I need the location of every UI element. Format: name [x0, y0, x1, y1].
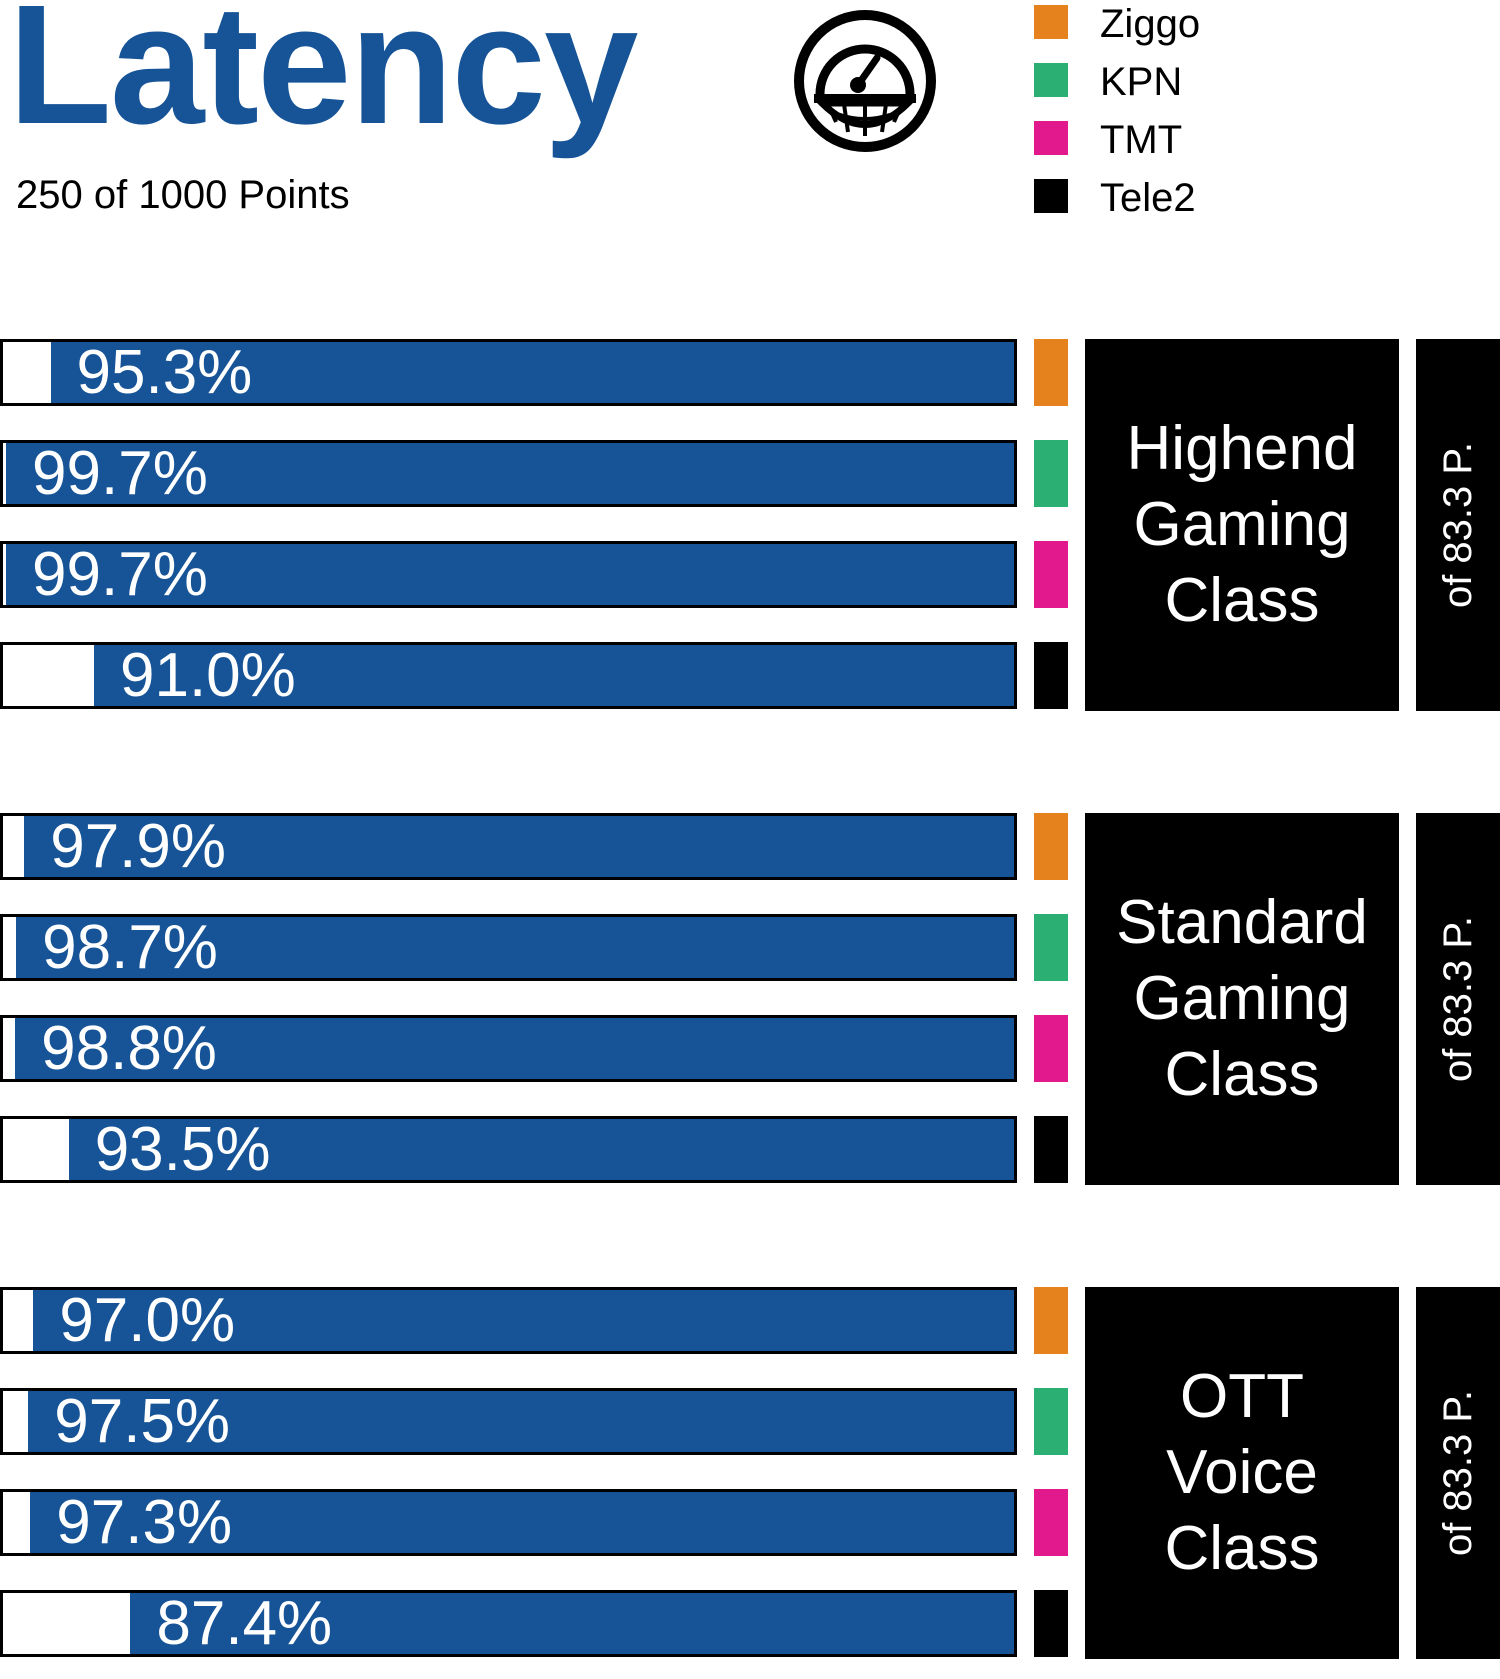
bar: 97.5% [0, 1388, 1017, 1455]
legend-item: KPN [1034, 60, 1334, 104]
class-label-box: OTT Voice Class [1085, 1287, 1399, 1659]
bar: 95.3% [0, 339, 1017, 406]
legend-swatch [1034, 63, 1068, 97]
points-box: of 83.3 P. [1416, 339, 1500, 711]
bar-fill [130, 1593, 1014, 1654]
operator-swatch [1034, 1489, 1068, 1556]
legend-label: TMT [1100, 118, 1183, 162]
operator-swatch [1034, 1015, 1068, 1082]
bar: 87.4% [0, 1590, 1017, 1657]
legend-swatch [1034, 5, 1068, 39]
operator-swatch [1034, 914, 1068, 981]
points-box: of 83.3 P. [1416, 1287, 1500, 1659]
class-label: OTT Voice Class [1164, 1362, 1320, 1583]
operator-swatch [1034, 1590, 1068, 1657]
operator-swatch [1034, 339, 1068, 406]
class-label-box: Standard Gaming Class [1085, 813, 1399, 1185]
legend-swatch [1034, 179, 1068, 213]
points-label: of 83.3 P. [1436, 1389, 1480, 1557]
legend-item: Tele2 [1034, 176, 1334, 220]
bar: 93.5% [0, 1116, 1017, 1183]
operator-swatch [1034, 440, 1068, 507]
bar-value-label: 98.8% [41, 1013, 217, 1083]
bar-value-label: 97.0% [59, 1285, 236, 1355]
bar: 97.9% [0, 813, 1017, 880]
bar: 97.3% [0, 1489, 1017, 1556]
operator-swatch [1034, 1116, 1068, 1183]
points-label: of 83.3 P. [1436, 441, 1480, 609]
operator-swatch [1034, 541, 1068, 608]
points-box: of 83.3 P. [1416, 813, 1500, 1185]
legend-label: Ziggo [1100, 2, 1201, 46]
bar-value-label: 99.7% [32, 539, 208, 609]
bar-fill [30, 1492, 1014, 1553]
points-label: of 83.3 P. [1436, 915, 1480, 1083]
legend-swatch [1034, 121, 1068, 155]
bar-fill [6, 443, 1014, 504]
legend-item: Ziggo [1034, 2, 1334, 46]
bar-fill [16, 917, 1014, 978]
bar-value-label: 93.5% [94, 1114, 271, 1184]
legend-label: Tele2 [1100, 176, 1196, 220]
bar-fill [28, 1391, 1014, 1452]
chart-title: Latency [8, 0, 638, 160]
bar-fill [94, 645, 1014, 706]
bar: 99.7% [0, 541, 1017, 608]
bar-fill [50, 342, 1014, 403]
operator-swatch [1034, 1287, 1068, 1354]
bar-fill [33, 1290, 1014, 1351]
class-label: Standard Gaming Class [1116, 888, 1368, 1109]
bar-fill [15, 1018, 1014, 1079]
bar-value-label: 97.9% [50, 811, 227, 881]
bar-fill [24, 816, 1014, 877]
speedometer-icon [794, 10, 936, 152]
class-label-box: Highend Gaming Class [1085, 339, 1399, 711]
bar-fill [6, 544, 1014, 605]
operator-swatch [1034, 1388, 1068, 1455]
bar: 98.7% [0, 914, 1017, 981]
bar-value-label: 99.7% [32, 438, 208, 508]
legend-label: KPN [1100, 60, 1183, 104]
bar-value-label: 91.0% [119, 640, 296, 710]
bar-value-label: 95.3% [76, 337, 253, 407]
bar-value-label: 87.4% [156, 1588, 333, 1658]
legend-item: TMT [1034, 118, 1334, 162]
bar-fill [68, 1119, 1014, 1180]
bar-value-label: 97.5% [54, 1386, 231, 1456]
bar: 99.7% [0, 440, 1017, 507]
class-label: Highend Gaming Class [1126, 414, 1358, 635]
bar-value-label: 98.7% [42, 912, 218, 982]
operator-swatch [1034, 813, 1068, 880]
chart-subtitle: 250 of 1000 Points [16, 173, 350, 217]
bar-value-label: 97.3% [56, 1487, 233, 1557]
bar: 97.0% [0, 1287, 1017, 1354]
bar: 98.8% [0, 1015, 1017, 1082]
bar: 91.0% [0, 642, 1017, 709]
operator-swatch [1034, 642, 1068, 709]
